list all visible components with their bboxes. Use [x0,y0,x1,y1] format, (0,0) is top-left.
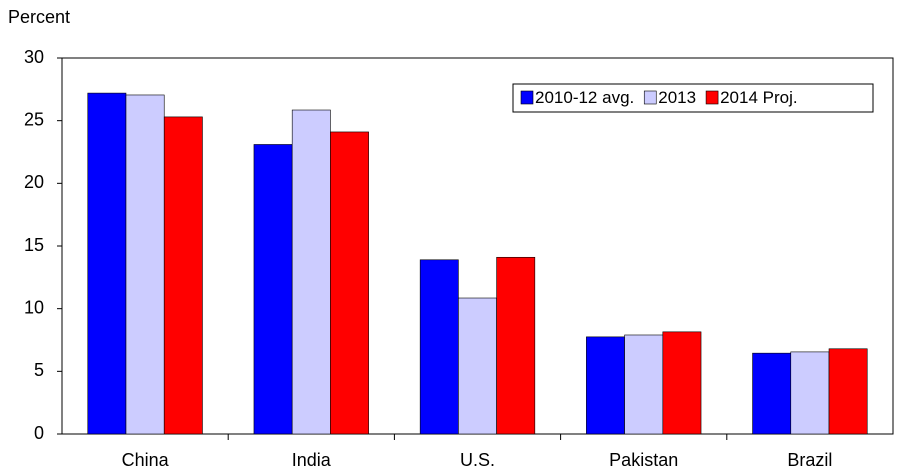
bar [752,352,792,435]
bar [419,259,459,435]
legend-swatch [705,90,719,105]
bar [458,297,497,435]
bar [87,92,127,435]
x-tick-label: India [292,450,332,470]
y-axis-label: Percent [8,7,70,27]
y-tick-label: 10 [24,297,44,317]
x-tick-label: Brazil [787,450,832,470]
bar [662,331,702,435]
bar [125,94,165,435]
y-tick-label: 15 [24,235,44,255]
legend-label: 2014 Proj. [720,88,798,107]
y-tick-label: 20 [24,172,44,192]
legend-label: 2013 [658,88,696,107]
bar [828,348,868,435]
y-tick-label: 30 [24,47,44,67]
bar [586,336,625,435]
legend-swatch [520,90,534,105]
bar [624,334,664,435]
legend-swatch [643,90,657,105]
bar [330,131,369,435]
y-tick-label: 25 [24,109,44,129]
y-tick-label: 0 [34,423,44,443]
legend: 2010-12 avg. 2013 2014 Proj. [512,83,874,113]
y-tick-label: 5 [34,360,44,380]
bar [253,144,293,435]
x-tick-label: U.S. [460,450,495,470]
x-tick-label: Pakistan [609,450,678,470]
bar [291,109,331,435]
legend-box [512,83,874,113]
x-tick-label: China [122,450,170,470]
bar [496,256,536,435]
legend-label: 2010-12 avg. [535,88,634,107]
bar [163,116,203,435]
bar [790,351,830,435]
